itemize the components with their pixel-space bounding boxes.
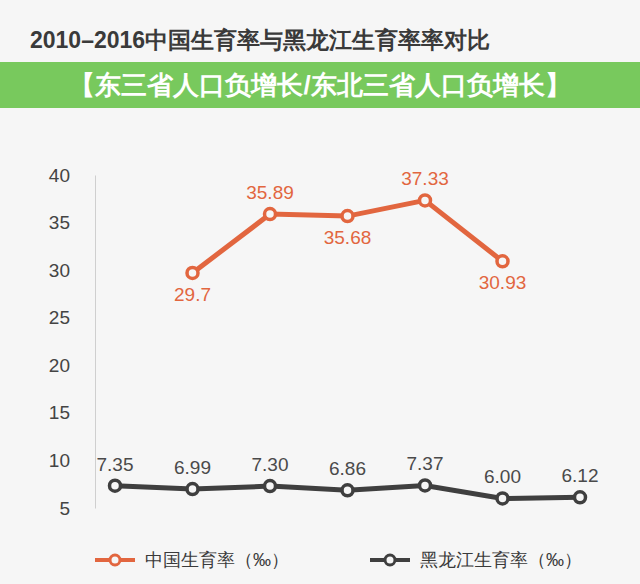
legend-item: 中国生育率（‰）: [95, 550, 289, 570]
series-marker: [497, 493, 508, 504]
legend-label: 中国生育率（‰）: [145, 550, 289, 570]
banner: 【东三省人口负增长/东北三省人口负增长】: [0, 62, 640, 108]
legend-label: 黑龙江生育率（‰）: [420, 550, 582, 570]
banner-band: [0, 62, 640, 108]
title: 2010–2016中国生育率与黑龙江生育率率对比: [30, 27, 490, 53]
data-label: 35.68: [324, 227, 372, 248]
series-marker: [420, 480, 431, 491]
legend: 中国生育率（‰） 黑龙江生育率（‰）: [95, 550, 582, 570]
y-tick-label: 30: [49, 260, 70, 281]
series-marker: [342, 485, 353, 496]
series-marker: [265, 209, 276, 220]
y-tick-label: 25: [49, 307, 70, 328]
y-tick-label: 20: [49, 355, 70, 376]
series-marker: [265, 481, 276, 492]
legend-item: 黑龙江生育率（‰）: [370, 550, 582, 570]
series-marker: [187, 484, 198, 495]
data-label: 6.12: [562, 465, 599, 486]
series-marker: [342, 211, 353, 222]
y-tick: 35: [49, 212, 95, 233]
data-label: 6.86: [329, 458, 366, 479]
y-axis: 5 10 15 20 25 30 35 40: [49, 165, 96, 519]
legend-marker: [110, 555, 120, 565]
y-tick: 15: [49, 402, 95, 423]
background: [0, 0, 640, 584]
y-tick: 5: [59, 498, 95, 519]
series-marker: [420, 195, 431, 206]
series-marker: [575, 492, 586, 503]
y-tick: 30: [49, 260, 95, 281]
y-tick: 20: [49, 355, 95, 376]
y-tick: 10: [49, 450, 95, 471]
series-marker: [187, 267, 198, 278]
data-label: 29.7: [174, 284, 211, 305]
data-label: 6.99: [174, 457, 211, 478]
data-label: 7.37: [407, 453, 444, 474]
series-marker: [497, 256, 508, 267]
data-label: 37.33: [401, 168, 449, 189]
series-line: [193, 200, 503, 273]
y-tick-label: 40: [49, 165, 70, 186]
y-tick-label: 5: [59, 498, 70, 519]
series-marker: [110, 480, 121, 491]
data-label: 6.00: [484, 466, 521, 487]
data-label: 7.35: [97, 454, 134, 475]
data-label: 35.89: [246, 182, 294, 203]
data-label: 7.30: [252, 454, 289, 475]
y-tick: 25: [49, 307, 95, 328]
data-label: 30.93: [479, 272, 527, 293]
chart: 2010–2016中国生育率与黑龙江生育率率对比【东三省人口负增长/东北三省人口…: [0, 0, 640, 584]
annotation: 【东三省人口负增长/东北三省人口负增长】: [69, 70, 570, 100]
y-tick: 40: [49, 165, 95, 186]
y-tick-label: 10: [49, 450, 70, 471]
data-labels: 29.7 35.89 35.68 37.33 30.93 7.35 6.99 7.30 6.86…: [97, 168, 599, 487]
legend-marker: [385, 555, 395, 565]
y-tick-label: 15: [49, 402, 70, 423]
y-tick-label: 35: [49, 212, 70, 233]
plot-marks: [110, 195, 586, 504]
